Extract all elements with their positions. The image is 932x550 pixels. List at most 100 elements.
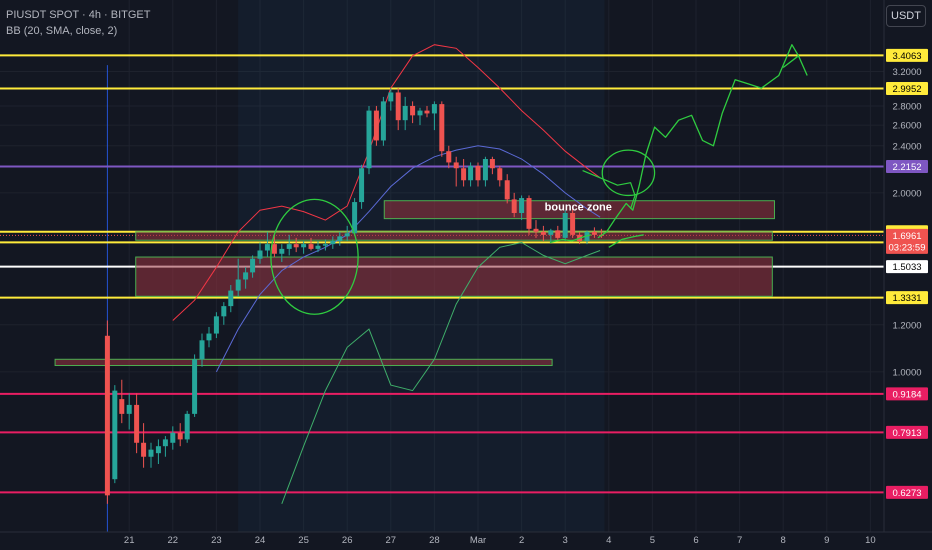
candle-body <box>257 250 263 259</box>
candle-body <box>526 198 532 229</box>
level-price-label-bg <box>886 48 928 62</box>
drawn-circle <box>270 198 359 315</box>
candle-body <box>591 231 597 235</box>
candle-body <box>221 306 227 317</box>
candle-body <box>519 198 525 213</box>
candle-body <box>141 442 147 457</box>
candle-body <box>424 110 430 114</box>
y-tick-label: 2.0000 <box>892 188 921 199</box>
candle-body <box>373 110 379 141</box>
drawn-hook <box>582 170 636 209</box>
candle-body <box>570 212 576 235</box>
drawn-arrow-path <box>597 44 800 239</box>
symbol-title[interactable]: PIUSDT SPOT · 4h · BITGET <box>6 9 151 21</box>
level-price-label: 2.9952 <box>892 84 921 95</box>
level-price-label: 0.9184 <box>892 389 921 400</box>
candle-body <box>562 212 568 238</box>
zone-box <box>135 256 773 297</box>
y-tick-label: 1.2000 <box>892 320 921 331</box>
candle-body <box>489 159 495 169</box>
level-price-label: 2.2152 <box>892 162 921 173</box>
x-tick-label: 21 <box>124 535 135 546</box>
candle-body <box>344 233 350 237</box>
countdown-label: 03:23:59 <box>889 242 926 253</box>
candle-body <box>461 168 467 181</box>
y-tick-label: 3.2000 <box>892 67 921 78</box>
candle-body <box>134 404 140 443</box>
candle-body <box>380 101 386 141</box>
bollinger-layer <box>172 44 601 504</box>
current-price-label: 1.6961 <box>892 231 921 242</box>
level-price-label: 3.4063 <box>892 51 921 62</box>
y-tick-label: 2.4000 <box>892 141 921 152</box>
x-tick-label: 24 <box>255 535 266 546</box>
candle-body <box>206 333 212 341</box>
candle-body <box>184 413 190 440</box>
level-price-label-bg <box>886 387 928 401</box>
x-tick-label: 22 <box>168 535 179 546</box>
x-tick-label: 3 <box>563 535 568 546</box>
drawn-bracket <box>608 234 644 248</box>
level-price-label: 0.6273 <box>892 488 921 499</box>
candle-body <box>548 230 554 235</box>
candle-body <box>293 244 299 248</box>
x-tick-label: 10 <box>865 535 876 546</box>
candle-body <box>352 202 358 234</box>
candle-body <box>192 359 198 414</box>
candle-body <box>271 244 277 254</box>
candle-body <box>315 245 321 249</box>
x-tick-label: 8 <box>781 535 786 546</box>
current-price-bg <box>886 228 928 254</box>
y-tick-label: 1.0000 <box>892 367 921 378</box>
x-tick-label: 2 <box>519 535 524 546</box>
x-tick-label: 6 <box>693 535 698 546</box>
candle-body <box>213 316 219 334</box>
candle-body <box>243 272 249 280</box>
candle-body <box>250 258 256 273</box>
candle-body <box>533 228 539 232</box>
indicator-label[interactable]: BB (20, SMA, close, 2) <box>6 25 118 37</box>
candle-body <box>504 180 510 200</box>
candle-body <box>308 244 314 249</box>
candle-body <box>112 390 118 480</box>
candle-body <box>337 236 343 241</box>
x-tick-label: 25 <box>298 535 309 546</box>
candle-body <box>540 231 546 235</box>
annotation-bounce-zone: bounce zone <box>545 201 612 213</box>
candle-body <box>104 335 110 496</box>
candle-body <box>126 404 132 414</box>
drawn-arrow-head <box>782 55 808 76</box>
candle-body <box>402 105 408 121</box>
candle-body <box>431 104 437 114</box>
candles-layer <box>104 88 604 504</box>
drawn-circle <box>601 149 656 197</box>
candle-body <box>148 449 154 457</box>
level-price-label: 0.7913 <box>892 428 921 439</box>
candle-body <box>497 168 503 181</box>
x-tick-label: 9 <box>824 535 829 546</box>
zone-box <box>54 358 553 367</box>
zone-box <box>383 200 775 220</box>
candle-body <box>228 290 234 307</box>
level-price-label: 1.3331 <box>892 293 921 304</box>
candle-body <box>555 230 561 238</box>
level-price-label: 1.5033 <box>892 262 921 273</box>
bb-lower-line <box>281 241 601 504</box>
candle-body <box>366 110 372 169</box>
bb-upper-line <box>172 44 601 321</box>
x-tick-label: Mar <box>470 535 486 546</box>
candle-body <box>453 162 459 169</box>
level-price-label-bg <box>886 260 928 274</box>
x-tick-label: 26 <box>342 535 353 546</box>
level-price-label-bg <box>886 291 928 305</box>
candle-body <box>330 240 336 245</box>
candle-body <box>162 439 168 447</box>
candle-body <box>170 432 176 443</box>
currency-button[interactable]: USDT <box>886 5 926 27</box>
candle-body <box>119 399 125 414</box>
candle-body <box>395 92 401 121</box>
candle-body <box>388 92 394 102</box>
x-tick-label: 7 <box>737 535 742 546</box>
x-tick-label: 28 <box>429 535 440 546</box>
